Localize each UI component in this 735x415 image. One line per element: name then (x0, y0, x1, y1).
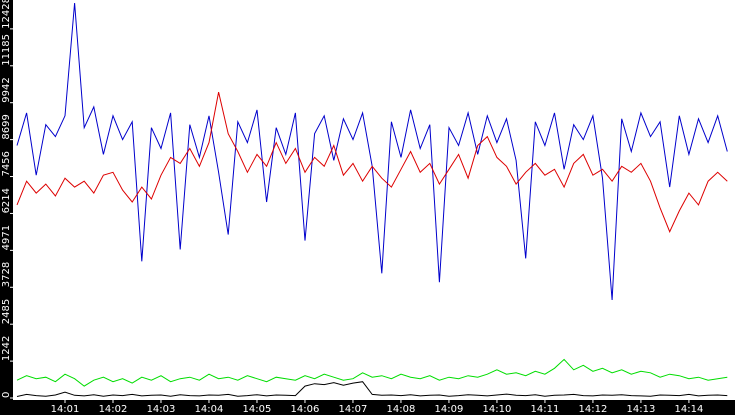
series-line (16, 91, 728, 233)
x-tick-label: 14:09 (435, 404, 464, 415)
x-tick-label: 14:14 (675, 404, 704, 415)
x-tick-label: 14:01 (51, 404, 80, 415)
x-tick-label: 14:11 (531, 404, 560, 415)
x-axis-bar (0, 400, 735, 415)
y-tick-label: 1242 (1, 336, 12, 361)
y-tick-label: 4971 (1, 225, 12, 250)
x-tick-label: 14:10 (483, 404, 512, 415)
x-tick-label: 14:06 (291, 404, 320, 415)
y-tick-label: 9942 (1, 77, 12, 102)
x-tick-label: 14:13 (627, 404, 656, 415)
y-tick-label: 11185 (1, 34, 12, 66)
series-line (16, 381, 728, 397)
y-tick-label: 8699 (1, 114, 12, 139)
y-tick-label: 0 (1, 392, 12, 398)
y-tick-label: 3728 (1, 262, 12, 287)
x-tick-label: 14:04 (195, 404, 224, 415)
y-tick-label: 2485 (1, 299, 12, 324)
y-axis-bar (0, 0, 13, 415)
y-tick-label: 12428 (1, 0, 12, 29)
y-tick-label: 6214 (1, 188, 12, 213)
x-tick-label: 14:05 (243, 404, 272, 415)
x-tick-label: 14:03 (147, 404, 176, 415)
x-tick-label: 14:12 (579, 404, 608, 415)
y-tick-label: 7456 (1, 151, 12, 176)
series-line (16, 358, 728, 387)
series-line (16, 2, 728, 301)
x-tick-label: 14:07 (339, 404, 368, 415)
x-tick-label: 14:08 (387, 404, 416, 415)
x-tick-label: 14:02 (99, 404, 128, 415)
